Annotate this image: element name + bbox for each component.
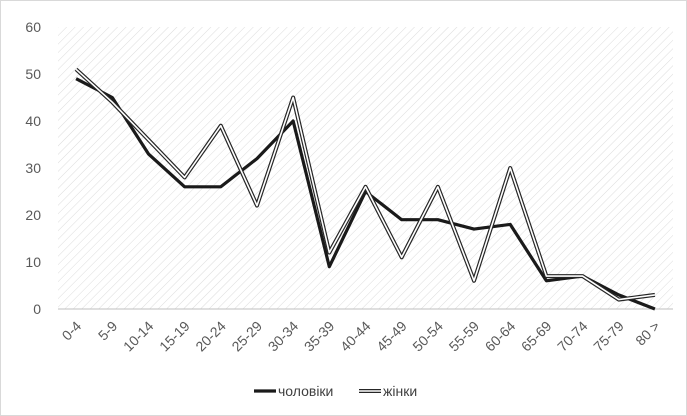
x-tick-label: 65-69 [518,318,555,355]
legend-label: чоловіки [278,383,333,399]
x-tick-label: 55-59 [446,318,483,355]
x-tick-label: 10-14 [120,318,157,355]
y-tick-label: 50 [25,66,41,82]
x-tick-label: 40-44 [337,318,374,355]
y-tick-label: 20 [25,207,41,223]
y-tick-label: 60 [25,19,41,35]
x-tick-label: 75-79 [590,318,627,355]
x-tick-label: 50-54 [409,318,446,355]
series-line [75,77,656,311]
y-axis: 0 10 20 30 40 50 60 [25,19,41,317]
x-tick-label: 80 > [632,318,663,349]
legend-label: жінки [383,383,417,399]
x-tick-label: 70-74 [554,318,591,355]
series-group [74,67,656,311]
plot-area [58,27,673,309]
x-tick-label: 25-29 [228,318,265,355]
x-tick-label: 60-64 [482,318,519,355]
legend: чоловіки жінки [254,383,417,399]
y-tick-label: 40 [25,113,41,129]
x-tick-label: 35-39 [301,318,338,355]
x-tick-label: 0-4 [59,318,85,344]
x-tick-label: 5-9 [95,318,121,344]
x-tick-label: 15-19 [156,318,193,355]
x-tick-label: 30-34 [265,318,302,355]
y-tick-label: 0 [33,301,41,317]
series-line-inner [75,68,656,301]
y-tick-label: 30 [25,160,41,176]
x-axis: 0-4 5-9 10-14 15-19 20-24 25-29 30-34 35-39 40-4… [58,308,673,355]
x-tick-label: 20-24 [192,318,229,355]
y-tick-label: 10 [25,254,41,270]
x-tick-label: 45-49 [373,318,410,355]
